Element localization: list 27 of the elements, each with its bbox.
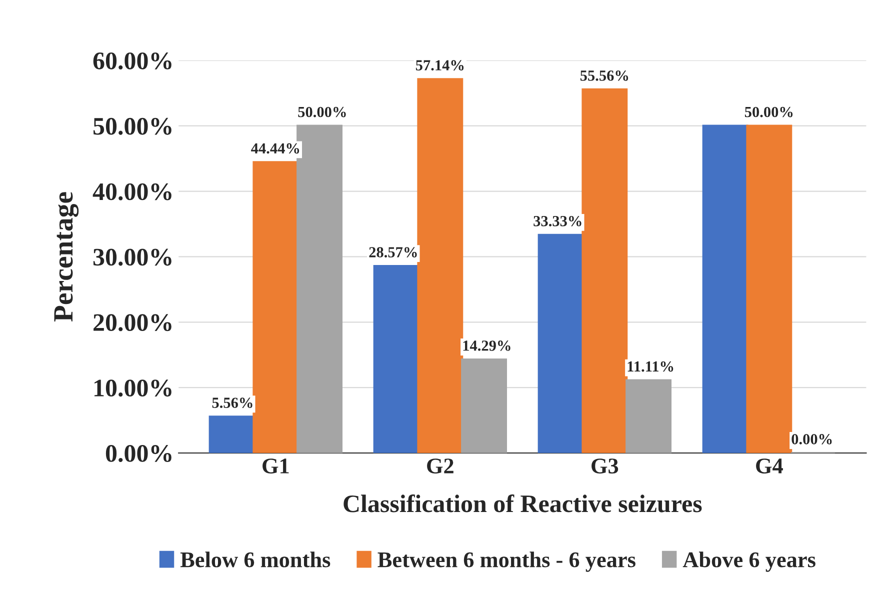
legend-label: Above 6 years: [682, 552, 816, 572]
x-tick-label: G1: [262, 458, 289, 474]
y-tick-label: 0.00%: [106, 445, 172, 462]
legend-label: Below 6 months: [180, 552, 330, 568]
y-axis-title: Percentage: [54, 192, 79, 322]
y-tick-label: 20.00%: [94, 314, 172, 332]
x-tick-label: G4: [756, 458, 783, 474]
data-label: 55.56%: [580, 70, 628, 81]
data-label: 28.57%: [369, 247, 417, 258]
data-label: 0.00%: [792, 434, 832, 444]
data-label: 14.29%: [463, 340, 510, 351]
y-tick-label: 60.00%: [93, 52, 172, 70]
y-tick-label: 30.00%: [93, 248, 172, 266]
legend-label: Between 6 months - 6 years: [378, 552, 636, 572]
x-axis-title: Classification of Reactive seizures: [344, 494, 702, 512]
data-label: 5.56%: [212, 398, 252, 408]
y-tick-label: 40.00%: [92, 183, 172, 200]
data-label: 50.00%: [298, 106, 346, 118]
data-label: 44.44%: [251, 143, 300, 154]
data-label: 11.11%: [628, 361, 674, 372]
data-label: 57.14%: [416, 60, 464, 71]
x-tick-label: G2: [427, 458, 454, 474]
y-tick-label: 10.00%: [94, 380, 172, 397]
y-tick-label: 50.00%: [93, 118, 172, 135]
data-label: 50.00%: [744, 106, 793, 118]
x-tick-label: G3: [592, 458, 618, 474]
data-label: 33.33%: [534, 216, 582, 226]
